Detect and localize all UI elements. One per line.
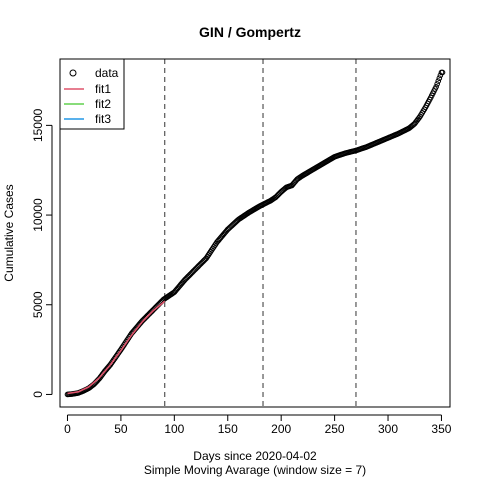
x-tick-label: 0 <box>64 422 71 436</box>
y-tick-label: 15000 <box>31 108 45 142</box>
legend-entry-fit1: fit1 <box>64 82 111 96</box>
x-tick-label: 50 <box>114 422 128 436</box>
data-point <box>439 69 446 76</box>
x-axis: 0 50 100 150 200 250 300 350 <box>64 414 452 436</box>
legend: data fit1 fit2 fit3 <box>59 58 125 130</box>
x-tick-label: 100 <box>164 422 184 436</box>
x-tick-label: 150 <box>218 422 238 436</box>
legend-label-fit3: fit3 <box>95 112 111 126</box>
y-tick-label: 0 <box>31 391 45 398</box>
data-point <box>436 75 443 81</box>
y-tick-label: 5000 <box>31 291 45 318</box>
legend-entry-fit2: fit2 <box>64 97 111 111</box>
plot-frame <box>59 58 451 408</box>
chart-title: GIN / Gompertz <box>199 24 301 40</box>
legend-label-data: data <box>95 66 119 80</box>
plot-area <box>64 59 446 407</box>
y-axis-label: Cumulative Cases <box>2 184 16 281</box>
x-axis-sublabel: Simple Moving Avarage (window size = 7) <box>144 463 366 477</box>
x-tick-label: 300 <box>378 422 398 436</box>
data-point <box>435 78 442 84</box>
data-point <box>434 81 440 87</box>
x-axis-label: Days since 2020-04-02 <box>193 449 317 463</box>
x-tick-label: 200 <box>271 422 291 436</box>
data-point <box>433 84 439 90</box>
legend-entry-data: data <box>69 66 119 80</box>
legend-label-fit1: fit1 <box>95 82 111 96</box>
legend-label-fit2: fit2 <box>95 97 111 111</box>
legend-marker-circle <box>69 69 77 77</box>
legend-entry-fit3: fit3 <box>64 112 111 126</box>
fit-line-fit1 <box>67 300 166 395</box>
y-tick-label: 10000 <box>31 198 45 232</box>
y-axis: 0 5000 10000 15000 <box>31 108 53 398</box>
x-tick-label: 350 <box>431 422 451 436</box>
x-tick-label: 250 <box>325 422 345 436</box>
